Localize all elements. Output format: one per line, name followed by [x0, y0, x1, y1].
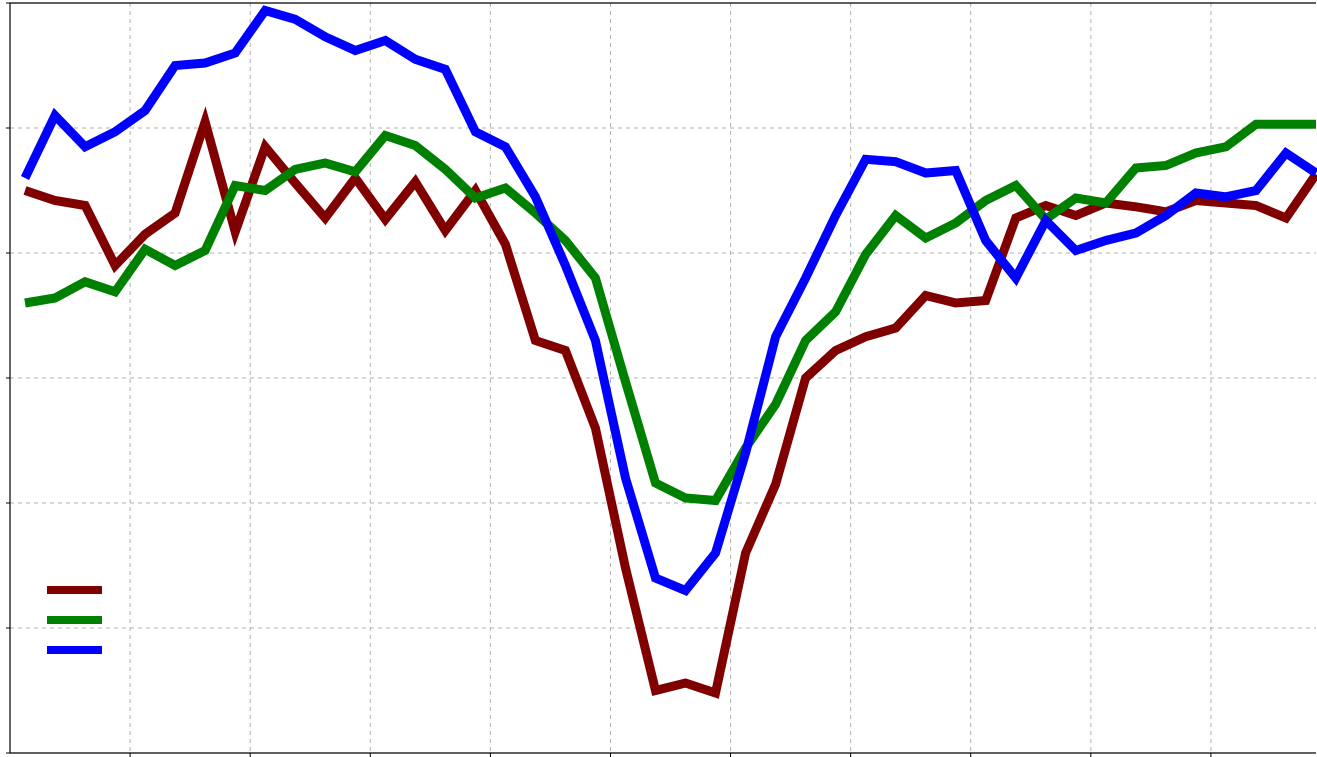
- grid-lines: [10, 3, 1316, 753]
- series-line-1: [24, 119, 1316, 506]
- series-line-0: [23, 106, 1317, 699]
- series-line-2: [20, 5, 1317, 596]
- series-2-points: [25, 10, 1317, 591]
- legend: [47, 586, 102, 654]
- series-lines: [20, 5, 1317, 699]
- axes: [6, 2, 1316, 757]
- series-0-points: [25, 121, 1317, 694]
